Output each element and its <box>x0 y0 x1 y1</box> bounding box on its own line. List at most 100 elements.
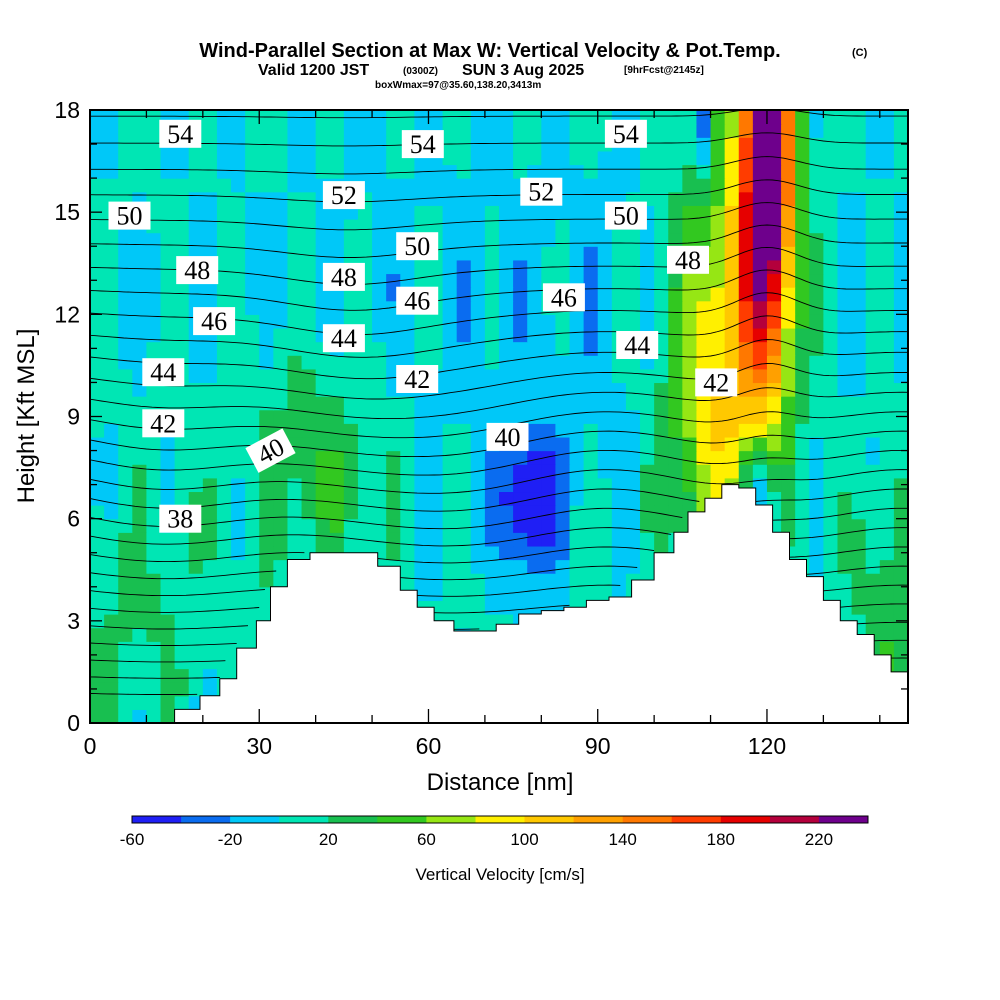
theta-label-bg <box>396 286 439 315</box>
w-cell <box>569 191 585 206</box>
w-cell <box>386 191 401 206</box>
w-cell <box>766 436 782 452</box>
w-cell <box>90 327 105 343</box>
w-cell <box>386 545 401 561</box>
w-cell <box>879 273 895 288</box>
w-cell <box>527 586 542 601</box>
w-cell <box>273 327 289 343</box>
w-cell <box>724 341 740 356</box>
w-cell <box>893 368 908 384</box>
w-cell <box>851 273 867 288</box>
w-cell <box>583 477 599 493</box>
w-cell <box>357 300 373 315</box>
w-cell <box>823 178 839 193</box>
w-cell <box>710 436 726 452</box>
w-cell <box>865 600 881 615</box>
w-cell <box>174 191 190 206</box>
w-cell <box>668 191 683 206</box>
w-cell <box>569 396 585 411</box>
w-cell <box>527 314 542 329</box>
w-cell <box>245 273 260 288</box>
w-cell <box>724 246 740 261</box>
w-cell <box>541 464 557 479</box>
w-cell <box>90 450 105 465</box>
w-cell <box>104 409 119 424</box>
w-cell <box>174 532 190 547</box>
w-cell <box>865 205 881 220</box>
w-cell <box>245 505 260 520</box>
w-cell <box>104 600 119 615</box>
w-cell <box>231 600 246 615</box>
w-cell <box>386 396 401 411</box>
w-cell <box>259 314 274 329</box>
w-cell <box>640 382 655 397</box>
theta-label-text: 38 <box>167 505 193 534</box>
w-cell <box>527 259 542 275</box>
w-cell <box>329 464 345 479</box>
w-cell <box>781 491 796 506</box>
w-cell <box>456 123 472 138</box>
theta-label-bg <box>542 283 585 312</box>
w-cell <box>724 150 740 166</box>
w-cell <box>499 559 514 574</box>
w-cell <box>456 477 472 493</box>
w-cell <box>357 150 373 166</box>
w-cell <box>583 355 599 370</box>
w-cell <box>414 532 430 547</box>
w-cell <box>273 137 289 152</box>
w-cell <box>738 259 754 275</box>
w-cell <box>809 178 824 193</box>
w-cell <box>893 259 908 275</box>
w-cell <box>132 178 148 193</box>
w-cell <box>555 205 571 220</box>
w-cell <box>583 586 599 601</box>
w-cell <box>301 355 317 370</box>
w-cell <box>513 518 528 533</box>
y-tick-label: 15 <box>54 199 80 225</box>
w-cell <box>329 246 345 261</box>
w-cell <box>724 164 740 179</box>
w-cell <box>372 505 387 520</box>
w-cell <box>668 110 683 125</box>
w-cell <box>146 627 162 642</box>
w-cell <box>160 668 176 683</box>
w-cell <box>893 491 908 506</box>
w-cell <box>837 218 853 234</box>
w-cell <box>893 477 908 493</box>
w-cell <box>696 137 712 152</box>
w-cell <box>879 600 895 615</box>
w-cell <box>541 423 557 438</box>
w-cell <box>781 164 796 179</box>
w-cell <box>386 178 401 193</box>
w-cell <box>287 409 303 424</box>
w-cell <box>470 205 486 220</box>
w-cell <box>752 382 768 397</box>
w-cell <box>513 409 528 424</box>
w-cell <box>132 464 148 479</box>
w-cell <box>216 559 232 574</box>
w-cell <box>245 573 260 588</box>
w-cell <box>781 287 796 302</box>
w-cell <box>104 246 119 261</box>
w-cell <box>893 600 908 615</box>
w-cell <box>329 110 345 125</box>
theta-label-text: 52 <box>528 178 554 207</box>
theta-label-text: 46 <box>201 307 227 336</box>
w-cell <box>837 573 853 588</box>
w-cell <box>865 477 881 493</box>
w-cell <box>372 150 387 166</box>
w-cell <box>456 423 472 438</box>
w-cell <box>90 573 105 588</box>
theta-label-text: 48 <box>675 246 701 275</box>
w-cell <box>710 232 726 247</box>
w-cell <box>315 150 331 166</box>
w-cell <box>386 409 401 424</box>
w-cell <box>879 505 895 520</box>
theta-label: 54 <box>159 119 202 149</box>
w-cell <box>456 191 472 206</box>
w-cell <box>583 450 599 465</box>
w-cell <box>583 491 599 506</box>
w-cell <box>259 150 274 166</box>
w-cell <box>174 627 190 642</box>
w-cell <box>231 586 246 601</box>
